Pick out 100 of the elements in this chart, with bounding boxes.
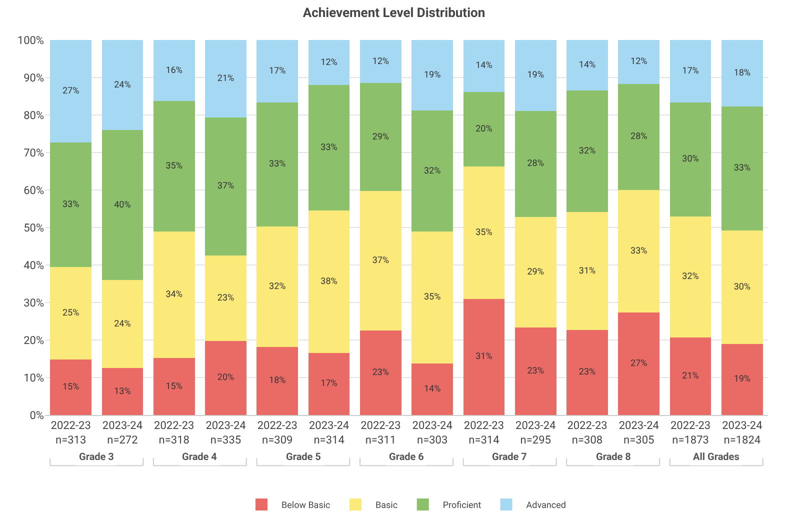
data-label: 30% [682,154,700,164]
x-tick-label: 2023-24 n=272 [102,419,143,446]
y-tick-label: 100% [17,34,44,47]
bar [256,346,298,415]
bar [670,102,712,216]
bar [618,190,660,313]
bar [412,40,453,110]
bar [722,40,763,106]
data-label: 21% [217,74,235,84]
data-label: 17% [320,379,338,390]
data-label: 20% [217,373,235,384]
bar [618,40,660,84]
bar [360,83,402,192]
data-label: 30% [734,282,751,292]
data-label: 29% [372,132,390,142]
data-label: 27% [62,86,80,96]
bar [463,166,505,299]
data-label: 17% [269,66,286,76]
x-tick-label: 2023-24 n=335 [206,419,246,446]
data-label: 33% [62,200,80,210]
data-label: 24% [114,319,132,330]
bar [50,360,92,415]
bar [412,110,453,232]
bar [50,40,92,142]
bar [412,363,453,415]
bar [102,368,144,415]
legend-label: Proficient [442,501,482,512]
data-label: 17% [682,66,700,76]
data-label: 15% [166,382,183,392]
bar [50,266,92,360]
y-tick-label: 30% [24,296,44,310]
data-label: 19% [734,374,751,385]
bar [618,84,660,190]
bar [102,280,144,368]
bar [360,40,402,84]
bar [256,40,298,102]
text: Grade 3 [79,452,114,463]
data-label: 18% [269,376,286,386]
text: All Grades [693,452,740,463]
bar [670,40,712,102]
legend-label: Below Basic [282,501,331,512]
x-tick-label: 2022-23 n=313 [50,419,91,446]
data-label: 33% [734,164,751,174]
bar [722,230,763,344]
data-label: 27% [630,359,648,370]
bar [205,117,246,256]
data-label: 37% [217,182,235,192]
data-label: 25% [62,308,80,318]
text: Grade 4 [182,452,218,463]
x-tick-label: 2022-23 n=311 [360,419,401,446]
bar [566,90,608,212]
y-tick-label: 0% [30,408,44,422]
bar [308,85,350,210]
x-tick-label: 2023-24 n=305 [618,419,659,446]
data-label: 18% [734,68,751,78]
data-label: 33% [630,246,648,257]
data-label: 40% [114,200,132,210]
data-label: 14% [476,61,493,72]
bar [463,40,505,92]
data-label: 20% [476,124,493,134]
bar [463,92,505,166]
data-label: 35% [424,292,442,303]
y-tick-label: 60% [24,184,44,197]
y-tick-label: 70% [24,146,44,160]
data-label: 16% [166,66,183,76]
bar [205,340,246,415]
bar [102,40,144,130]
bar [308,352,350,415]
data-label: 12% [372,56,390,67]
bar [463,298,505,415]
bar [153,40,195,102]
bar [205,255,246,341]
legend-label: Basic [376,501,398,512]
data-label: 38% [320,276,338,287]
data-label: 23% [372,368,390,378]
data-label: 37% [372,256,390,266]
text: Grade 5 [286,452,322,463]
bar [412,232,453,364]
y-tick-label: 10% [24,371,44,384]
text: Grade 6 [389,452,424,463]
x-tick-label: 2022-23 n=314 [464,419,504,446]
bar [256,102,298,226]
bar [308,210,350,353]
data-label: 32% [424,166,442,176]
bar [205,40,246,118]
y-tick-label: 90% [24,71,44,84]
bar [153,358,195,415]
x-tick-label: 2022-23 n=1873 [670,419,711,446]
bar [360,330,402,415]
data-label: 34% [166,290,183,300]
bar [566,212,608,330]
data-label: 21% [682,371,700,382]
bar [566,330,608,415]
data-label: 12% [320,58,338,68]
bar [722,344,763,415]
y-tick-label: 20% [24,334,44,347]
y-tick-label: 40% [24,258,44,272]
data-label: 19% [527,70,544,81]
bar [670,216,712,338]
data-label: 32% [578,146,596,157]
